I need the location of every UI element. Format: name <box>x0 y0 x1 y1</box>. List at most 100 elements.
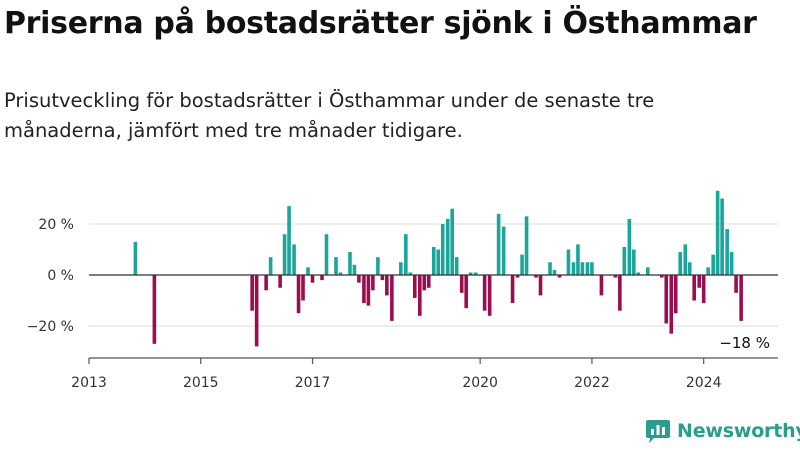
bars <box>133 190 743 347</box>
bar <box>301 275 305 301</box>
bar <box>399 262 403 275</box>
bar <box>725 229 729 275</box>
bar <box>338 272 343 275</box>
bar <box>296 275 301 314</box>
bar <box>385 275 389 296</box>
bar <box>515 275 520 278</box>
bar <box>431 246 436 275</box>
bar <box>366 275 371 306</box>
bar <box>348 252 352 275</box>
bar <box>440 224 445 275</box>
bar <box>454 257 459 275</box>
bar <box>264 275 268 291</box>
bar <box>697 275 702 288</box>
bar <box>673 275 678 314</box>
bar <box>692 275 696 301</box>
bar <box>622 246 627 275</box>
bar <box>706 267 710 275</box>
bar <box>334 257 338 275</box>
bar <box>576 244 580 275</box>
bar <box>627 218 632 275</box>
bar <box>557 275 562 278</box>
x-tick-label: 2022 <box>574 375 610 391</box>
axes <box>88 274 778 364</box>
bar <box>580 262 585 275</box>
bar <box>408 272 413 275</box>
bar <box>585 262 590 275</box>
bar <box>412 275 417 298</box>
x-tick-label: 2013 <box>71 375 107 391</box>
bar <box>133 241 138 275</box>
bar <box>292 244 296 275</box>
bar <box>310 275 315 283</box>
bar <box>510 275 515 304</box>
bar <box>362 275 366 304</box>
bar <box>664 275 669 324</box>
newsworthy-logo: Newsworthy <box>645 418 800 444</box>
bar <box>473 272 478 275</box>
bar <box>450 208 455 275</box>
x-tick-label: 2017 <box>295 375 331 391</box>
bar <box>659 275 664 278</box>
bar <box>380 275 385 281</box>
bar <box>404 234 408 275</box>
bar <box>501 226 506 275</box>
bar <box>734 275 738 293</box>
bar <box>534 275 538 278</box>
bar <box>701 275 706 304</box>
bar <box>687 262 692 275</box>
y-tick-label: 0 % <box>47 268 74 284</box>
bar <box>683 244 688 275</box>
chart-title: Priserna på bostadsrätter sjönk i Östham… <box>4 6 757 41</box>
bar <box>496 213 501 275</box>
bar <box>678 252 683 275</box>
newsworthy-logo-icon <box>646 420 670 443</box>
bar <box>729 252 734 275</box>
bar <box>320 275 324 281</box>
bar <box>459 275 464 293</box>
bar <box>282 234 287 275</box>
x-tick-label: 2020 <box>462 375 498 391</box>
bar <box>632 249 636 275</box>
bar <box>482 275 487 311</box>
bar <box>250 275 254 311</box>
x-tick-label: 2015 <box>183 375 219 391</box>
y-tick-label: 20 % <box>38 217 74 233</box>
bar <box>268 257 273 275</box>
bar <box>390 275 394 321</box>
bar <box>464 275 468 309</box>
bar <box>487 275 492 316</box>
x-tick-label: 2024 <box>686 375 722 391</box>
bar <box>548 262 552 275</box>
bar <box>646 267 650 275</box>
bar <box>520 254 524 275</box>
bar <box>599 275 604 296</box>
bar <box>669 275 674 334</box>
bar <box>552 269 557 275</box>
bar <box>422 275 427 291</box>
gridlines <box>89 223 778 327</box>
tick-labels: 20 % 0 % −20 % 2013 2015 2017 2020 2022 2024 <box>27 217 722 391</box>
bar <box>418 275 422 316</box>
bar <box>278 275 282 288</box>
bar <box>287 206 291 275</box>
bar <box>566 249 571 275</box>
bar <box>306 267 310 275</box>
bar <box>436 249 441 275</box>
bar <box>426 275 431 288</box>
bar <box>711 254 715 275</box>
bar <box>571 262 576 275</box>
bar <box>357 275 361 283</box>
bar <box>538 275 543 296</box>
brand-name: Newsworthy <box>677 420 800 442</box>
bar <box>376 257 380 275</box>
bar <box>636 272 641 275</box>
bar <box>254 275 259 347</box>
bar <box>739 275 743 321</box>
bar <box>524 216 529 275</box>
bar <box>371 275 375 291</box>
bar <box>324 234 329 275</box>
y-tick-label: −20 % <box>27 319 74 335</box>
bar <box>720 198 724 275</box>
